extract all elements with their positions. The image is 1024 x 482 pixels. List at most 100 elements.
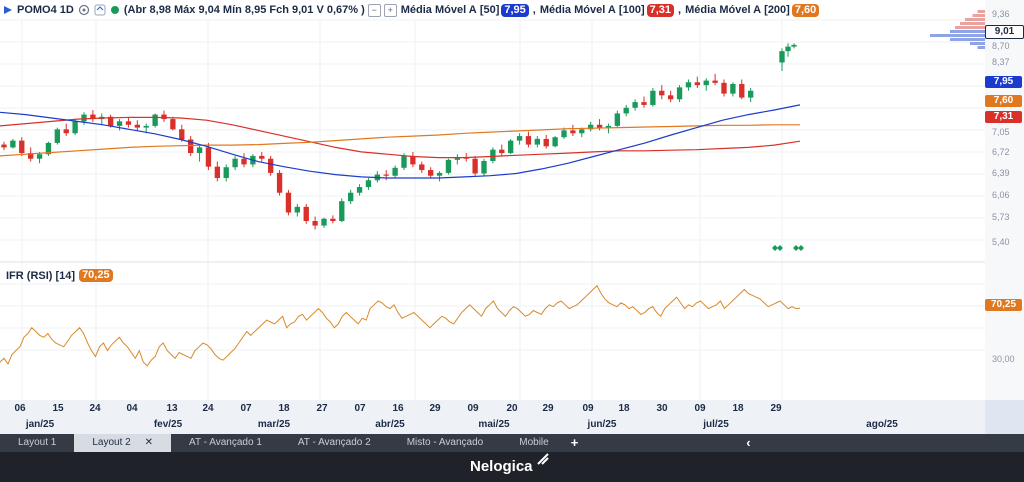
time-axis-day-label: 09 <box>582 403 594 414</box>
tab-at-avancado-1[interactable]: AT - Avançado 1 <box>189 437 262 448</box>
time-axis-day-label: 20 <box>506 403 518 414</box>
time-axis-month-label: ago/25 <box>866 419 898 430</box>
candle-body <box>188 139 194 154</box>
tab-label: Layout 2 <box>92 437 131 448</box>
tab-at-avancado-2[interactable]: AT - Avançado 2 <box>297 437 371 448</box>
candle-body <box>703 80 709 86</box>
ma50-line <box>0 104 801 179</box>
price-axis-label: 5,73 <box>992 212 1010 222</box>
volume-profile-bar <box>950 30 985 33</box>
candle-body <box>685 82 692 88</box>
candle-body <box>472 158 478 174</box>
candle-body <box>170 119 176 130</box>
layout-tabs: Layout 1 Layout 2 ✕ AT - Avançado 1 AT -… <box>0 434 1024 452</box>
ma200-value-badge: 7,60 <box>791 3 820 17</box>
tab-mobile[interactable]: Mobile <box>519 437 549 448</box>
ma200-label[interactable]: Média Móvel A [200] 7,60 <box>685 3 820 17</box>
time-axis-day-label: 04 <box>126 403 138 414</box>
candle-body <box>179 129 185 140</box>
ma100-period: [100] <box>618 4 645 16</box>
volume-profile-bar <box>970 42 985 45</box>
candle-body <box>463 157 469 159</box>
time-axis-day-label: 18 <box>278 403 290 414</box>
candle-body <box>28 153 34 159</box>
ma50-name: Média Móvel A <box>400 4 477 16</box>
candle-body <box>454 157 460 160</box>
candle-body <box>428 170 434 176</box>
brand-text: Nelogica <box>470 458 533 475</box>
close-icon[interactable]: ✕ <box>144 437 154 448</box>
candle-body <box>543 138 549 147</box>
tab-misto-avancado[interactable]: Misto - Avançado <box>406 437 484 448</box>
time-axis-day-label: 30 <box>656 403 668 414</box>
price-axis-label: 5,40 <box>992 237 1010 247</box>
tab-layout-1[interactable]: Layout 1 <box>18 437 57 448</box>
add-tab-button[interactable]: + <box>570 435 579 450</box>
time-axis-day-label: 24 <box>202 403 214 414</box>
candle-body <box>588 124 594 130</box>
separator-comma: , <box>678 4 682 16</box>
signal-marker-icon <box>772 245 778 251</box>
candle-body <box>392 167 398 176</box>
candle-body <box>596 124 603 128</box>
price-axis-label: 8,37 <box>992 57 1010 67</box>
candle-body <box>490 149 496 161</box>
candle-body <box>623 107 629 114</box>
candle-body <box>614 113 620 126</box>
price-axis-label: 6,39 <box>992 168 1010 178</box>
plus-button[interactable]: + <box>383 3 397 17</box>
sync-icon[interactable] <box>94 4 106 16</box>
time-axis-day-label: 29 <box>770 403 782 414</box>
candle-body <box>134 124 140 128</box>
rsi-title[interactable]: IFR (RSI) [14] <box>6 269 76 282</box>
price-axis[interactable] <box>985 0 1024 400</box>
candle-body <box>401 155 407 168</box>
candle-body <box>214 166 220 178</box>
time-axis-day-label: 16 <box>392 403 404 414</box>
ma100-label[interactable]: Média Móvel A [100] 7,31 <box>540 3 675 17</box>
candle-body <box>10 140 16 148</box>
ma50-label[interactable]: Média Móvel A [50] 7,95 <box>400 3 529 17</box>
separator-comma: , <box>532 4 536 16</box>
signal-marker-icon <box>793 245 799 251</box>
ma50-period: [50] <box>479 4 500 16</box>
candle-body <box>321 218 327 226</box>
last-price-tag: 9,01 <box>985 25 1024 39</box>
candle-body <box>365 180 372 188</box>
minus-button[interactable]: − <box>367 3 381 17</box>
ma200-line <box>0 124 800 157</box>
tab-layout-2[interactable]: Layout 2 ✕ <box>74 434 172 452</box>
candle-body <box>312 221 318 226</box>
candle-body <box>339 201 345 222</box>
collapse-tabs-button[interactable]: ‹ <box>746 435 751 450</box>
chart-canvas[interactable] <box>0 0 985 400</box>
chart-menu-icon[interactable] <box>3 5 13 15</box>
candle-body <box>525 136 532 145</box>
time-axis-day-label: 29 <box>542 403 554 414</box>
candle-body <box>779 51 785 63</box>
candle-body <box>45 142 52 155</box>
candle-body <box>241 158 247 165</box>
candle-body <box>259 155 265 159</box>
candle-body <box>54 129 60 143</box>
ma100-value-badge: 7,31 <box>646 3 675 17</box>
signal-marker-icon <box>798 245 804 251</box>
candle-body <box>481 161 487 174</box>
ma100-price-tag: 7,31 <box>985 111 1022 123</box>
candle-body <box>668 95 674 100</box>
price-chart[interactable] <box>0 0 985 400</box>
time-axis[interactable] <box>0 400 985 434</box>
time-axis-day-label: 15 <box>52 403 64 414</box>
candle-body <box>641 102 647 105</box>
time-axis-month-label: fev/25 <box>153 419 183 430</box>
ma50-price-tag: 7,95 <box>985 76 1022 88</box>
time-axis-month-label: jul/25 <box>703 419 729 430</box>
candle-body <box>383 174 389 176</box>
candle-body <box>72 121 78 134</box>
candle-body <box>534 138 540 145</box>
time-axis-day-label: 09 <box>694 403 706 414</box>
candle-body <box>276 172 283 193</box>
symbol-label[interactable]: POMO4 1D <box>17 4 74 16</box>
settings-icon[interactable] <box>78 4 90 16</box>
volume-profile-bar <box>960 22 985 25</box>
